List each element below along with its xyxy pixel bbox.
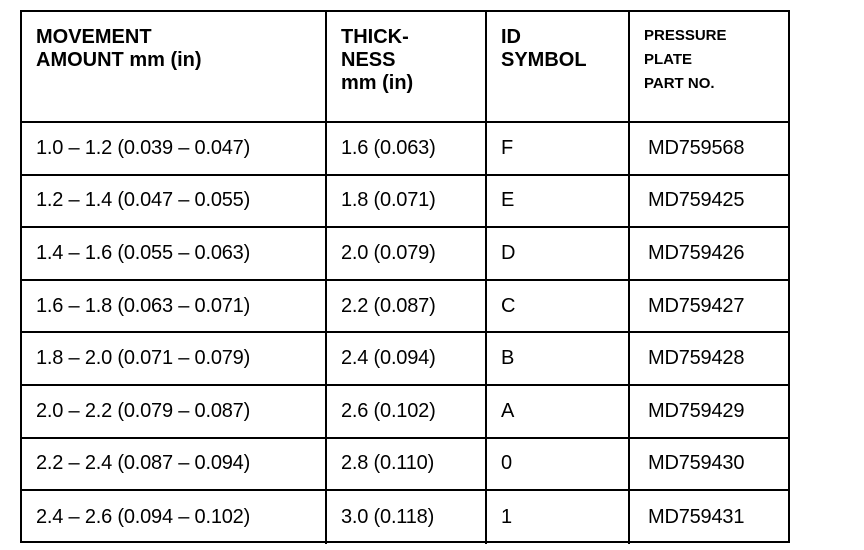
cell-text: 2.8 (0.110)	[341, 452, 435, 475]
table-cell: 1.6 – 1.8 (0.063 – 0.071)	[22, 280, 327, 334]
table-cell: A	[487, 386, 630, 439]
table-cell: MD759429	[630, 386, 788, 439]
cell-text: 1.6 (0.063)	[341, 136, 436, 159]
cell-text: A	[501, 399, 515, 422]
header-cell: THICK- NESS mm (in)	[327, 12, 487, 123]
cell-text: 2.2 – 2.4 (0.087 – 0.094)	[36, 452, 251, 475]
cell-text: E	[501, 189, 515, 212]
cell-text: 0	[501, 452, 512, 475]
table-cell: MD759568	[630, 123, 788, 176]
table-cell: 2.0 – 2.2 (0.079 – 0.087)	[22, 386, 327, 439]
cell-text: F	[501, 136, 514, 159]
table-cell: 1.0 – 1.2 (0.039 – 0.047)	[22, 123, 327, 176]
cell-text: MD759428	[648, 347, 745, 370]
cell-text: 1	[501, 505, 512, 528]
cell-text: B	[501, 347, 515, 370]
cell-text: MD759430	[648, 452, 745, 475]
table-cell: 3.0 (0.118)	[327, 491, 487, 544]
cell-text: 1.0 – 1.2 (0.039 – 0.047)	[36, 136, 251, 159]
table-cell: 2.6 (0.102)	[327, 386, 487, 439]
table-cell: 1.2 – 1.4 (0.047 – 0.055)	[22, 175, 327, 229]
header-cell: PRESSURE PLATE PART NO.	[630, 12, 788, 123]
table-cell: 1	[487, 491, 630, 544]
cell-text: 2.4 – 2.6 (0.094 – 0.102)	[36, 505, 251, 528]
header-text: MOVEMENT	[36, 26, 152, 48]
header-text: PART NO.	[644, 75, 715, 92]
table-cell: 2.2 (0.087)	[327, 280, 487, 334]
header-text: PRESSURE	[644, 27, 727, 44]
header-text: PLATE	[644, 51, 693, 68]
header-text: NESS	[341, 49, 396, 71]
cell-text: D	[501, 241, 516, 264]
table-cell: MD759427	[630, 281, 788, 334]
cell-text: 3.0 (0.118)	[341, 505, 435, 528]
table-cell: 1.6 (0.063)	[327, 123, 487, 176]
cell-text: MD759431	[648, 505, 745, 528]
cell-text: 2.2 (0.087)	[341, 294, 436, 317]
table-cell: MD759428	[630, 333, 788, 386]
cell-text: 2.0 – 2.2 (0.079 – 0.087)	[36, 399, 251, 422]
table-cell: MD759426	[630, 228, 788, 281]
header-text: ID	[501, 26, 521, 48]
table-cell: 1.8 (0.071)	[327, 175, 487, 229]
table-cell: E	[487, 175, 630, 229]
cell-text: C	[501, 294, 516, 317]
table-cell: 2.8 (0.110)	[327, 438, 487, 492]
cell-text: 1.8 (0.071)	[341, 189, 436, 212]
table-cell: 0	[487, 438, 630, 492]
table-cell: 2.4 (0.094)	[327, 333, 487, 386]
table-cell: C	[487, 280, 630, 334]
table-cell: 2.4 – 2.6 (0.094 – 0.102)	[22, 491, 327, 544]
cell-text: MD759429	[648, 399, 745, 422]
header-text: AMOUNT mm (in)	[36, 49, 202, 71]
cell-text: 1.8 – 2.0 (0.071 – 0.079)	[36, 347, 251, 370]
table: MOVEMENT AMOUNT mm (in) THICK- NESS mm (in) I…	[20, 10, 790, 544]
table-cell: 1.4 – 1.6 (0.055 – 0.063)	[22, 228, 327, 281]
cell-text: MD759425	[648, 189, 745, 212]
cell-text: MD759427	[648, 294, 745, 317]
cell-text: 1.6 – 1.8 (0.063 – 0.071)	[36, 294, 251, 317]
table-cell: D	[487, 228, 630, 281]
cell-text: MD759568	[648, 136, 745, 159]
header-text: THICK-	[341, 26, 409, 48]
cell-text: 1.4 – 1.6 (0.055 – 0.063)	[36, 241, 251, 264]
table-cell: 1.8 – 2.0 (0.071 – 0.079)	[22, 333, 327, 386]
header-cell: ID SYMBOL	[487, 12, 630, 123]
cell-text: 2.4 (0.094)	[341, 347, 436, 370]
table-cell: 2.0 (0.079)	[327, 228, 487, 281]
table-cell: MD759430	[630, 439, 788, 492]
cell-text: 1.2 – 1.4 (0.047 – 0.055)	[36, 189, 251, 212]
cell-text: 2.6 (0.102)	[341, 399, 436, 422]
cell-text: MD759426	[648, 241, 745, 264]
table-cell: MD759431	[630, 491, 788, 544]
table-cell: 2.2 – 2.4 (0.087 – 0.094)	[22, 438, 327, 492]
table-cell: F	[487, 123, 630, 176]
table-cell: B	[487, 333, 630, 386]
header-cell: MOVEMENT AMOUNT mm (in)	[22, 12, 327, 123]
header-text: mm (in)	[341, 72, 414, 94]
table-cell: MD759425	[630, 176, 788, 229]
cell-text: 2.0 (0.079)	[341, 241, 436, 264]
header-text: SYMBOL	[501, 49, 587, 71]
